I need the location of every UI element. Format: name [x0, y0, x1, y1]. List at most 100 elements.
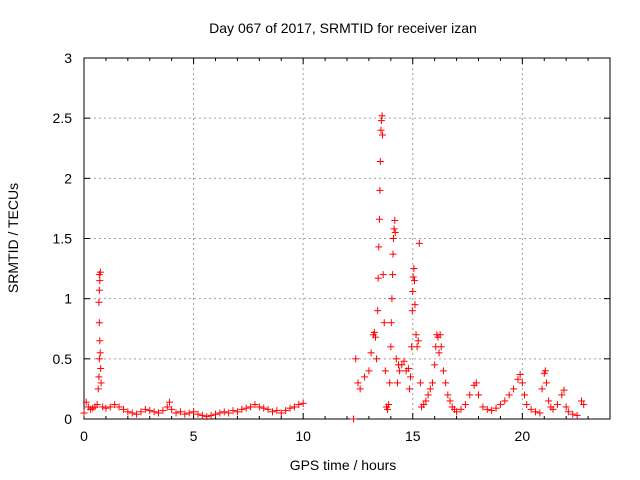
data-point	[260, 404, 268, 412]
data-point	[408, 307, 416, 315]
data-point	[95, 319, 103, 327]
y-tick-label: 2.5	[53, 110, 73, 126]
data-point	[95, 286, 103, 294]
data-point	[483, 405, 491, 413]
data-point	[414, 337, 422, 345]
data-point	[375, 243, 383, 251]
data-point	[387, 343, 395, 351]
data-point	[569, 410, 577, 418]
data-point	[295, 401, 303, 409]
data-point	[475, 391, 482, 399]
data-point	[96, 268, 104, 276]
data-point	[176, 408, 184, 416]
data-point	[560, 386, 568, 394]
data-point	[233, 408, 241, 416]
x-tick-label: 10	[295, 428, 311, 444]
data-point	[247, 403, 255, 411]
data-point	[207, 411, 215, 419]
data-point	[106, 403, 114, 411]
data-point	[128, 409, 136, 417]
data-point	[389, 271, 397, 279]
data-point	[436, 331, 444, 339]
data-point	[518, 379, 526, 387]
x-tick-label: 5	[190, 428, 198, 444]
data-point	[299, 399, 307, 407]
y-tick-label: 3	[64, 50, 72, 66]
data-point	[428, 379, 436, 387]
data-point	[545, 397, 553, 405]
data-point	[562, 403, 570, 411]
data-point	[172, 409, 180, 417]
data-point	[404, 364, 412, 372]
data-point	[365, 367, 373, 375]
data-point	[388, 295, 396, 303]
data-point	[290, 403, 298, 411]
data-point	[426, 385, 434, 393]
data-point	[553, 401, 561, 409]
data-point	[580, 401, 588, 409]
data-point	[385, 401, 393, 409]
y-tick-label: 2	[64, 170, 72, 186]
data-point	[352, 355, 360, 363]
data-point	[380, 319, 388, 327]
data-point	[573, 411, 581, 419]
data-point	[96, 337, 104, 345]
data-point	[405, 385, 413, 393]
data-point	[411, 277, 419, 285]
data-point	[501, 397, 509, 405]
data-point	[95, 298, 103, 306]
data-point	[216, 409, 224, 417]
data-point	[119, 405, 127, 413]
data-point	[82, 398, 90, 406]
data-point	[115, 403, 123, 411]
data-point	[457, 405, 465, 413]
data-point	[220, 408, 228, 416]
x-tick-label: 20	[515, 428, 531, 444]
data-point	[437, 343, 445, 351]
y-axis-label: SRMTID / TECUs	[5, 183, 21, 293]
data-point	[390, 225, 398, 233]
data-point	[370, 328, 378, 336]
data-point	[439, 367, 447, 375]
data-point	[80, 409, 88, 417]
data-point	[373, 355, 381, 363]
data-point	[407, 373, 415, 381]
data-point	[521, 391, 529, 399]
data-point	[386, 379, 394, 387]
data-point	[510, 385, 518, 393]
data-point	[492, 404, 500, 412]
data-point	[93, 401, 101, 409]
data-point	[387, 319, 395, 327]
data-point	[255, 403, 263, 411]
chart-title: Day 067 of 2017, SRMTID for receiver iza…	[209, 20, 477, 36]
plot-frame	[83, 57, 611, 420]
x-tick-labels: 0 5 10 15 20	[80, 428, 530, 444]
data-point	[374, 274, 382, 282]
y-tick-label: 1.5	[53, 231, 73, 247]
data-point	[578, 397, 586, 405]
data-point	[549, 405, 557, 413]
data-point	[488, 407, 496, 415]
data-point	[516, 370, 524, 378]
data-point	[410, 265, 418, 273]
data-point	[168, 405, 176, 413]
data-point	[381, 367, 389, 375]
x-tick-label: 0	[80, 428, 88, 444]
data-point	[268, 408, 276, 416]
data-point	[264, 405, 272, 413]
data-point	[379, 131, 387, 139]
data-point	[496, 401, 504, 409]
data-point	[514, 375, 522, 383]
data-point	[356, 385, 364, 393]
data-point	[133, 410, 141, 418]
data-point	[384, 405, 392, 413]
data-point	[96, 349, 104, 357]
y-tick-label: 0.5	[53, 351, 73, 367]
data-point	[361, 373, 369, 381]
data-point	[393, 379, 401, 387]
data-point	[389, 250, 397, 258]
data-point	[95, 355, 103, 363]
data-point	[422, 397, 430, 405]
data-point	[377, 126, 385, 134]
